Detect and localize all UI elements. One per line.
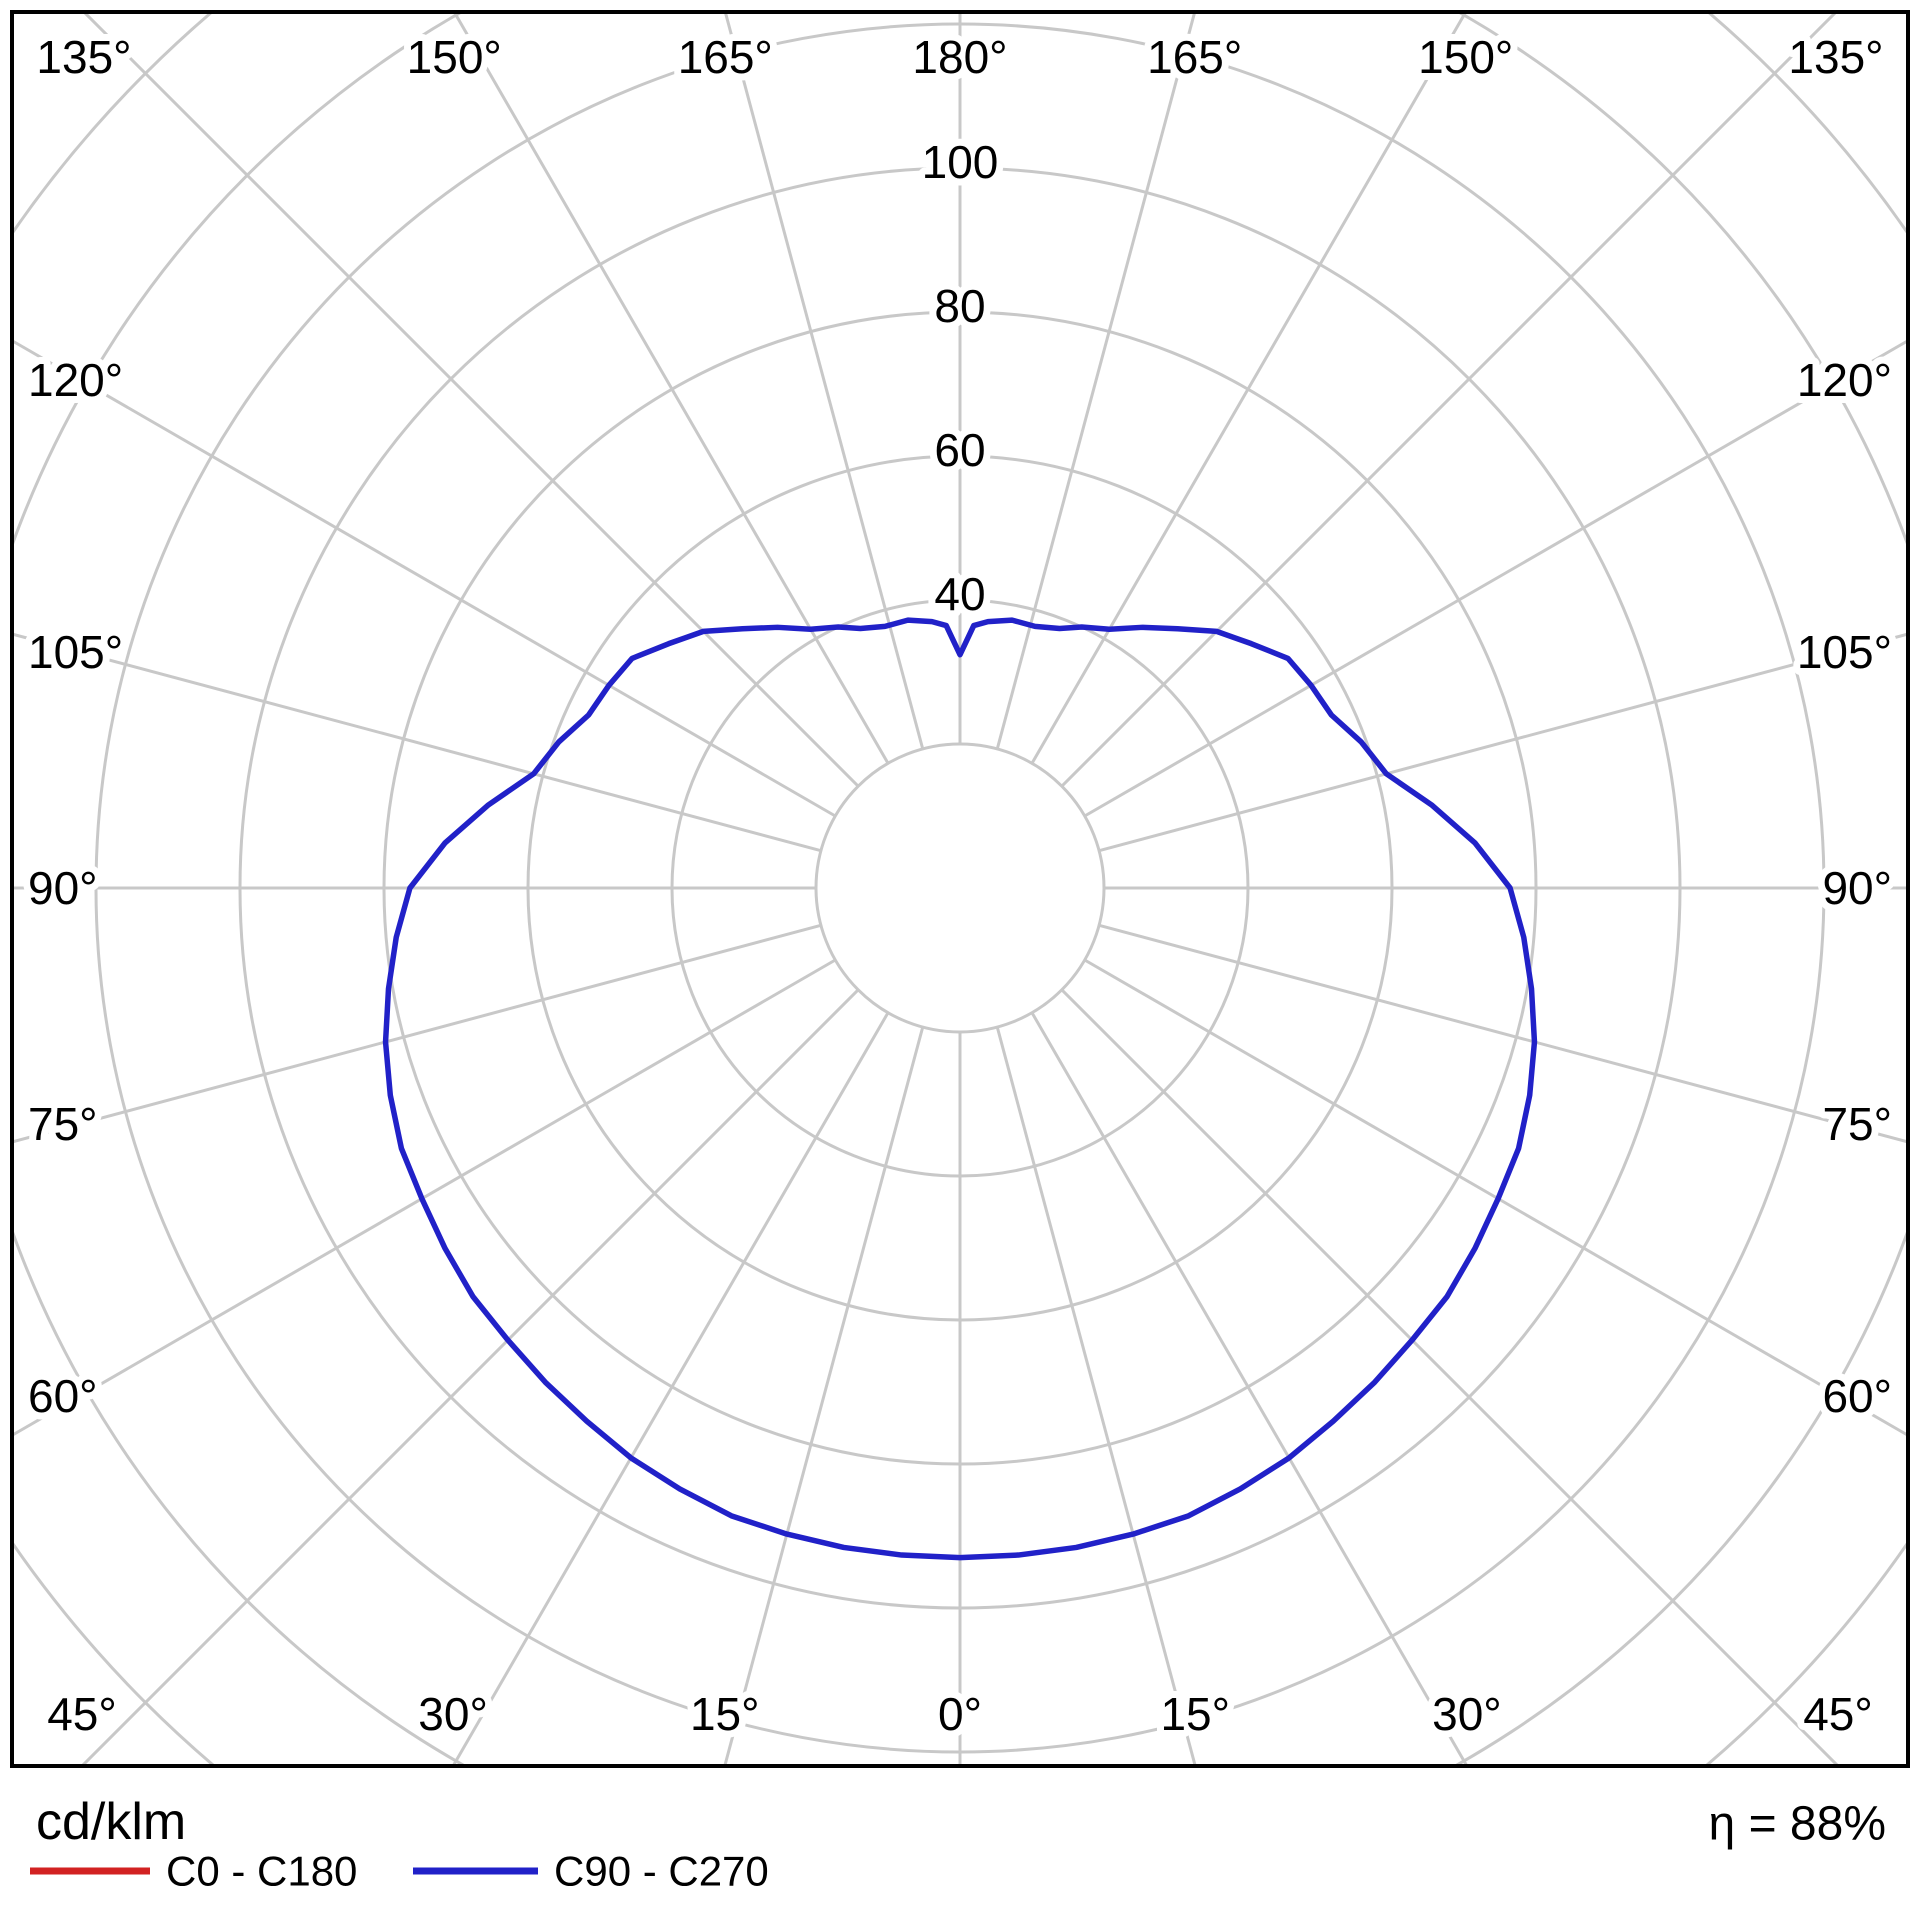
- radial-tick-label-100: 100: [922, 136, 999, 188]
- angle-label-left-15: 15°: [690, 1688, 760, 1740]
- grid-spoke-240: [14, 340, 837, 818]
- angle-label-right-165: 165°: [1147, 31, 1242, 83]
- grid-spoke-195: [724, 14, 925, 750]
- angle-label-left-135: 135°: [36, 31, 131, 83]
- grid-spoke-165: [995, 14, 1196, 750]
- grid-spoke-210: [453, 14, 890, 765]
- angle-label-0: 0°: [938, 1688, 982, 1740]
- angle-label-left-105: 105°: [28, 626, 123, 678]
- angle-label-left-75: 75°: [28, 1098, 98, 1150]
- angle-label-right-135: 135°: [1788, 31, 1883, 83]
- angle-label-left-90: 90°: [28, 862, 98, 914]
- radial-tick-label-80: 80: [934, 280, 985, 332]
- legend: C0 - C180 C90 - C270: [30, 1848, 769, 1895]
- angle-label-right-30: 30°: [1432, 1688, 1502, 1740]
- grid-spoke-60: [1083, 958, 1906, 1436]
- grid-spoke-120: [1083, 340, 1906, 818]
- grid-spoke-75: [1098, 923, 1906, 1144]
- grid-spoke-345: [723, 1026, 925, 1764]
- angle-label-right-60: 60°: [1822, 1370, 1892, 1422]
- grid-spoke-135: [1060, 14, 1837, 788]
- angle-label-right-120: 120°: [1797, 354, 1892, 406]
- angle-label-right-150: 150°: [1418, 31, 1513, 83]
- angle-label-right-45: 45°: [1803, 1688, 1873, 1740]
- angle-label-left-150: 150°: [407, 31, 502, 83]
- legend-label-c90-c270: C90 - C270: [554, 1848, 769, 1895]
- angle-label-left-165: 165°: [678, 31, 773, 83]
- legend-label-c0-c180: C0 - C180: [166, 1848, 357, 1895]
- radial-tick-label-40: 40: [934, 568, 985, 620]
- grid-spoke-15: [995, 1026, 1197, 1764]
- angle-label-left-120: 120°: [28, 354, 123, 406]
- efficiency-label: η = 88%: [1709, 1798, 1886, 1851]
- grid-spoke-300: [14, 958, 837, 1436]
- grid-spoke-315: [81, 988, 860, 1764]
- angle-label-right-90: 90°: [1822, 862, 1892, 914]
- grid-spoke-225: [83, 14, 860, 788]
- intensity-curves: [382, 617, 1538, 1561]
- grid-spoke-255: [14, 632, 822, 853]
- grid-spoke-30: [1030, 1011, 1468, 1764]
- radial-tick-label-60: 60: [934, 424, 985, 476]
- angle-label-right-75: 75°: [1822, 1098, 1892, 1150]
- angle-label-left-45: 45°: [47, 1688, 117, 1740]
- grid-spoke-105: [1098, 632, 1906, 853]
- grid-spoke-45: [1060, 988, 1839, 1764]
- grid-spoke-150: [1030, 14, 1467, 765]
- tick-labels: 40 60 80 100 0° 15° 15° 30° 30° 45° 45° 60° 60° 75° 75…: [21, 24, 1899, 1747]
- curve-c90-c270: [382, 617, 1538, 1561]
- angle-label-left-60: 60°: [28, 1370, 98, 1422]
- angle-label-left-30: 30°: [418, 1688, 488, 1740]
- angle-label-right-15: 15°: [1160, 1688, 1230, 1740]
- grid-spoke-285: [14, 923, 822, 1144]
- grid-spoke-330: [452, 1011, 890, 1764]
- angle-label-right-105: 105°: [1797, 626, 1892, 678]
- angle-label-180: 180°: [912, 31, 1007, 83]
- unit-label: cd/klm: [36, 1793, 186, 1851]
